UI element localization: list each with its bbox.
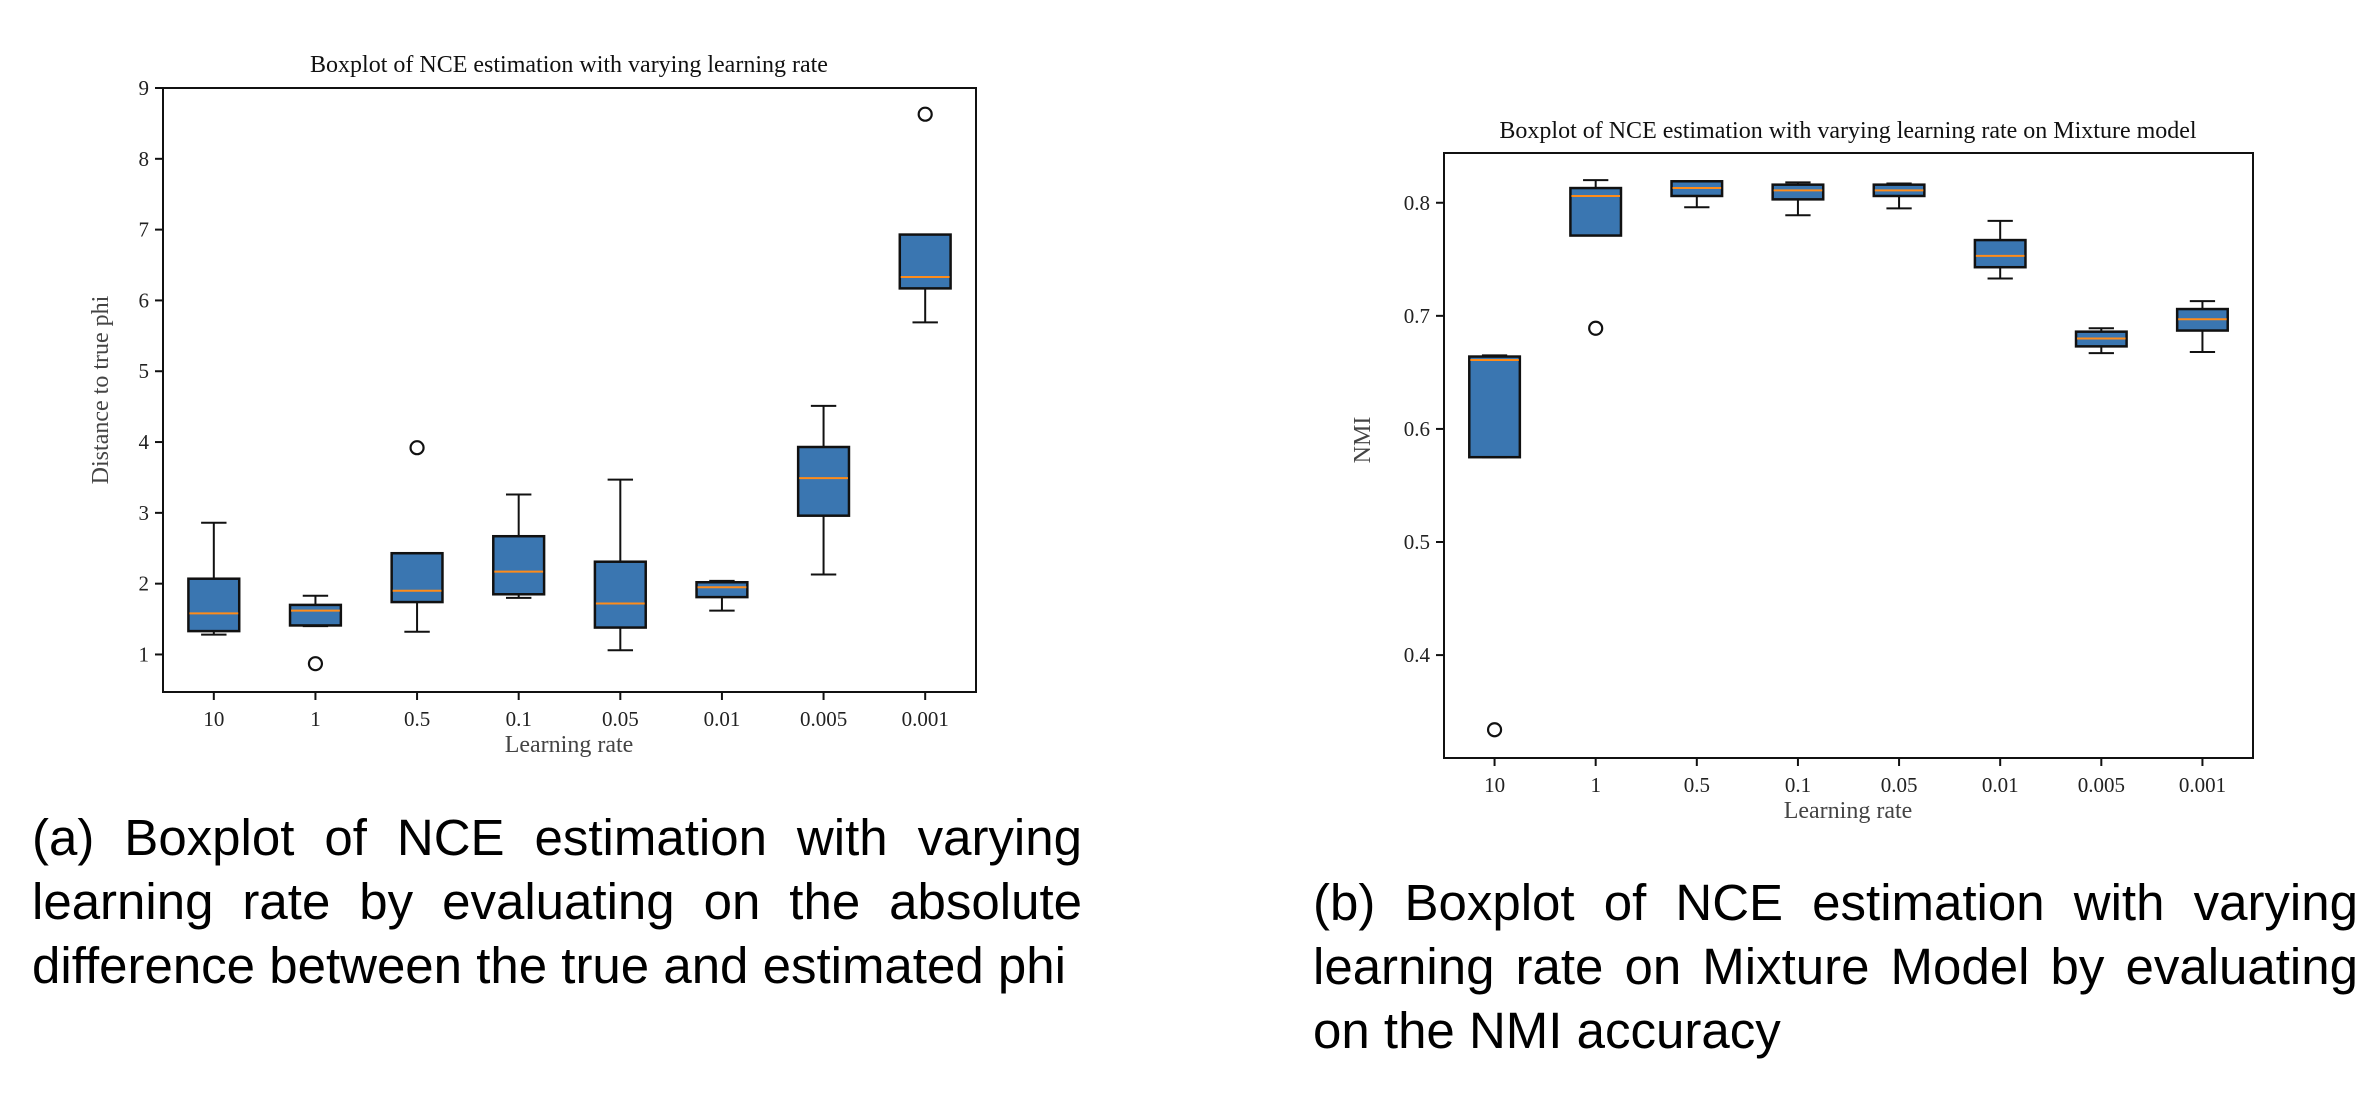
boxplot-distance-to-true-phi: Boxplot of NCE estimation with varying l… (88, 52, 977, 758)
y-tick-label: 7 (139, 218, 150, 242)
axes-frame (1443, 152, 2254, 759)
outlier-point (307, 656, 324, 672)
x-axis-label: Learning rate (505, 732, 634, 758)
y-tick-label: 6 (139, 288, 150, 312)
x-tick-label: 0.005 (800, 707, 847, 731)
y-tick-label: 2 (139, 572, 150, 596)
box-0.01 (695, 579, 749, 612)
iqr-box (1468, 355, 1522, 459)
y-tick-label: 0.8 (1404, 191, 1430, 215)
x-tick-label: 0.05 (1881, 773, 1918, 797)
box-1 (288, 594, 343, 672)
iqr-box (187, 577, 241, 633)
y-tick-label: 1 (139, 642, 150, 666)
iqr-box (898, 233, 952, 290)
iqr-box (390, 551, 444, 604)
x-tick-label: 0.001 (902, 707, 949, 731)
axes-frame (162, 87, 977, 693)
box-1 (1569, 179, 1623, 336)
iqr-box (492, 534, 546, 596)
y-axis-label: Distance to true phi (88, 295, 114, 484)
box-10 (187, 521, 241, 636)
box-0.5 (390, 440, 444, 633)
box-0.5 (1670, 180, 1724, 209)
box-0.001 (2175, 300, 2229, 354)
y-tick-label: 8 (139, 147, 150, 171)
box-10 (1468, 354, 1522, 738)
iqr-box (796, 445, 851, 517)
x-tick-label: 0.05 (602, 707, 639, 731)
box-0.1 (1771, 181, 1825, 217)
y-axis-label: NMI (1350, 417, 1376, 464)
y-tick-label: 5 (139, 359, 150, 383)
y-tick-label: 0.5 (1404, 530, 1430, 554)
box-0.005 (2074, 327, 2128, 355)
y-tick-label: 0.6 (1404, 417, 1430, 441)
x-tick-label: 0.5 (1684, 773, 1710, 797)
chart-title: Boxplot of NCE estimation with varying l… (1499, 118, 2197, 144)
outlier-point (409, 440, 425, 456)
x-tick-label: 1 (310, 707, 321, 731)
box-0.001 (898, 106, 952, 324)
box-0.005 (796, 404, 851, 576)
x-tick-label: 10 (203, 707, 224, 731)
chart-title: Boxplot of NCE estimation with varying l… (310, 52, 828, 78)
x-tick-label: 0.01 (1982, 773, 2019, 797)
iqr-box (695, 580, 749, 599)
x-tick-label: 0.001 (2179, 773, 2226, 797)
iqr-box (1973, 238, 2027, 269)
outlier-point (1588, 320, 1604, 336)
box-0.05 (593, 478, 647, 652)
x-tick-label: 0.01 (704, 707, 741, 731)
box-0.1 (492, 493, 546, 599)
x-tick-label: 1 (1590, 773, 1601, 797)
iqr-box (1771, 183, 1825, 201)
x-tick-label: 0.005 (2078, 773, 2125, 797)
y-tick-label: 4 (139, 430, 150, 454)
x-axis-label: Learning rate (1784, 798, 1913, 824)
y-tick-label: 9 (139, 76, 150, 100)
x-tick-label: 0.1 (506, 707, 532, 731)
caption-b: (b) Boxplot of NCE estimation with varyi… (1313, 874, 2358, 1059)
y-tick-label: 0.4 (1404, 643, 1431, 667)
y-tick-label: 3 (139, 501, 150, 525)
outlier-point (1486, 722, 1503, 738)
iqr-box (593, 560, 647, 629)
x-tick-label: 0.1 (1785, 773, 1811, 797)
box-0.01 (1973, 219, 2027, 280)
box-0.05 (1872, 182, 1926, 210)
boxplot-nmi-mixture-model: Boxplot of NCE estimation with varying l… (1350, 118, 2254, 824)
x-tick-label: 10 (1484, 773, 1505, 797)
outlier-point (917, 106, 933, 122)
y-tick-label: 0.7 (1404, 304, 1430, 328)
x-tick-label: 0.5 (404, 707, 430, 731)
caption-a: (a) Boxplot of NCE estimation with varyi… (32, 809, 1082, 994)
